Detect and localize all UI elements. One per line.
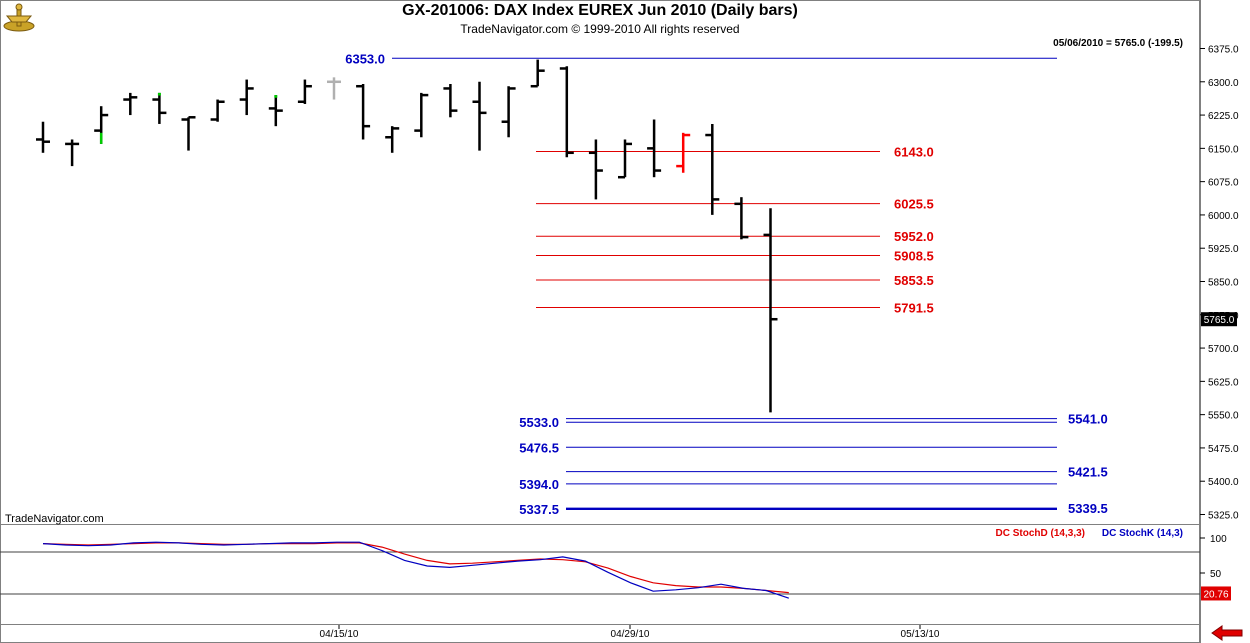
support-label: 5533.0 [519, 415, 559, 430]
resistance-label: 5952.0 [894, 229, 934, 244]
date-axis: 04/15/10 04/29/10 05/13/10 [320, 625, 1243, 641]
resistance-label: 5853.5 [894, 273, 934, 288]
price-levels: 6143.0 6025.5 5952.0 5908.5 5853.5 5791.5 6353… [345, 51, 1108, 517]
x-tick-label: 05/13/10 [901, 629, 940, 640]
y-tick-label: 5925.0 [1208, 244, 1239, 255]
stoch-d-legend: DC StochD (14,3,3) [996, 528, 1085, 539]
x-tick-label: 04/15/10 [320, 629, 359, 640]
y-tick-label: 6075.0 [1208, 178, 1239, 189]
stoch-k-line [42, 541, 789, 599]
price-bars: 5765.0 [36, 59, 1237, 413]
stoch-tag-bg [1201, 586, 1231, 601]
watermark: TradeNavigator.com [5, 513, 104, 525]
support-label: 5541.0 [1068, 412, 1108, 427]
x-tick-label: 04/29/10 [611, 629, 650, 640]
chart-subtitle: TradeNavigator.com © 1999-2010 All right… [460, 22, 740, 36]
support-label: 5337.5 [519, 502, 559, 517]
support-label: 5421.5 [1068, 465, 1108, 480]
stoch-y-label: 50 [1210, 569, 1222, 580]
y-tick-label: 6000.0 [1208, 211, 1239, 222]
price-axis: 6375.0 6300.0 6225.0 6150.0 6075.0 6000.0 5925… [1200, 45, 1239, 522]
stoch-value-tag: 20.76 [1203, 589, 1228, 600]
last-price-tag-bg [1201, 312, 1237, 327]
support-label: 6353.0 [345, 51, 385, 66]
y-tick-label: 5625.0 [1208, 377, 1239, 388]
y-tick-label: 5550.0 [1208, 411, 1239, 422]
support-label: 5394.0 [519, 477, 559, 492]
y-tick-label: 6225.0 [1208, 111, 1239, 122]
y-tick-label: 6300.0 [1208, 78, 1239, 89]
stochastic-panel: 100 50 20.76 [0, 534, 1231, 601]
resistance-label: 5791.5 [894, 300, 934, 315]
resistance-label: 5908.5 [894, 249, 934, 264]
chart-frame [0, 0, 1201, 643]
y-tick-label: 5700.0 [1208, 344, 1239, 355]
y-tick-label: 5475.0 [1208, 444, 1239, 455]
y-tick-label: 6375.0 [1208, 45, 1239, 56]
y-tick-label: 5850.0 [1208, 278, 1239, 289]
support-label: 5476.5 [519, 440, 559, 455]
y-tick-label: 5400.0 [1208, 477, 1239, 488]
resistance-label: 6025.5 [894, 197, 934, 212]
quote-readout: 05/06/2010 = 5765.0 (-199.5) [1053, 38, 1183, 49]
chart-title: GX-201006: DAX Index EUREX Jun 2010 (Dai… [402, 2, 798, 19]
y-tick-label: 5325.0 [1208, 511, 1239, 522]
outer-border [0, 0, 1200, 643]
y-tick-label: 6150.0 [1208, 144, 1239, 155]
scroll-left-arrow-icon [1211, 625, 1243, 641]
support-label: 5339.5 [1068, 501, 1108, 516]
stoch-y-label: 100 [1210, 534, 1227, 545]
resistance-label: 6143.0 [894, 144, 934, 159]
stoch-d-line [42, 542, 789, 594]
stoch-k-legend: DC StochK (14,3) [1102, 528, 1183, 539]
tradenavigator-logo-icon [2, 2, 36, 32]
last-price-tag: 5765.0 [1204, 315, 1235, 326]
